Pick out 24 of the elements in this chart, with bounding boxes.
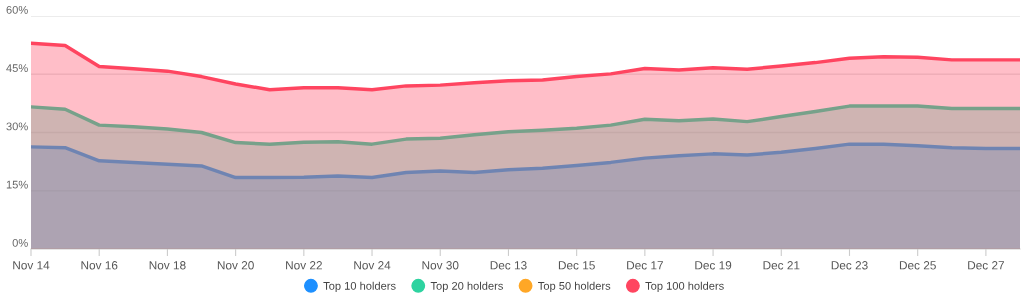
y-tick-label: 45% [6,64,28,73]
x-tick-label: Nov 24 [354,261,391,270]
x-tick-label: Dec 27 [968,261,1005,270]
legend-label: Top 20 holders [430,281,503,292]
legend-label: Top 10 holders [323,281,396,292]
y-tick-label: 60% [6,5,28,14]
y-tick-label: 30% [6,122,28,131]
x-tick-label: Dec 23 [831,261,868,270]
y-tick-label: 0% [12,238,28,247]
x-tick-label: Nov 30 [422,261,459,270]
legend-label: Top 50 holders [538,281,611,292]
x-tick-label: Dec 19 [695,261,732,270]
x-tick-label: Dec 25 [899,261,936,270]
x-tick-label: Dec 15 [558,261,595,270]
x-tick-label: Nov 14 [13,261,50,270]
x-tick-label: Nov 22 [286,261,322,270]
x-tick-label: Dec 13 [490,261,527,270]
x-tick-label: Nov 20 [217,261,254,270]
x-tick-label: Nov 16 [81,261,118,270]
x-tick-label: Dec 17 [627,261,663,270]
x-tick-label: Dec 21 [763,261,800,270]
y-tick-label: 15% [6,180,28,189]
legend-label: Top 100 holders [645,281,724,292]
x-tick-label: Nov 18 [149,261,186,270]
